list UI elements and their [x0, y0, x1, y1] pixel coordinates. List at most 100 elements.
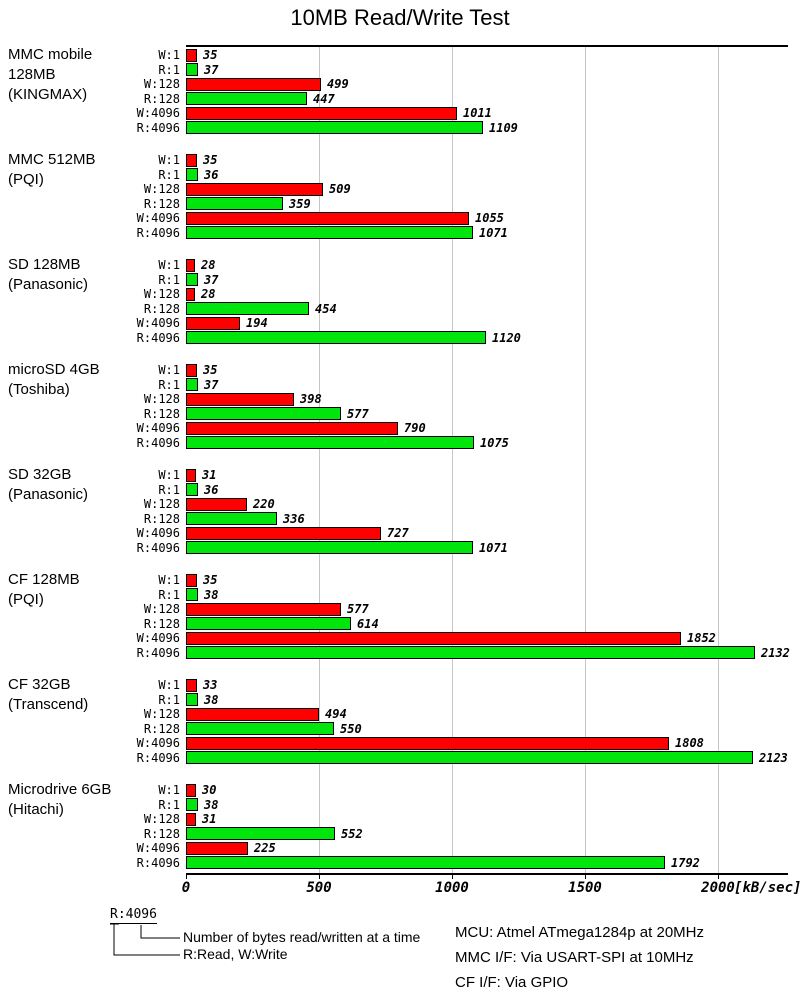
bar-row: W:1 35 — [0, 48, 800, 63]
bar-row-label: R:128 — [143, 616, 180, 631]
device-group: Microdrive 6GB (Hitachi) W:1 30 R:1 38 W:128 3… — [0, 781, 800, 871]
bar-row-label: W:128 — [143, 182, 180, 197]
device-label: SD 32GB (Panasonic) — [8, 466, 89, 503]
bar-value-label: 550 — [340, 721, 362, 736]
hardware-note-1: MCU: Atmel ATmega1284p at 20MHz — [455, 924, 704, 941]
device-group: CF 32GB (Transcend) W:1 33 R:1 38 W:128 494 R:1… — [0, 676, 800, 765]
write-bar — [186, 678, 197, 692]
write-bar — [186, 287, 195, 301]
device-label: SD 128MB (Panasonic) — [8, 256, 89, 293]
x-tick-label-0: 0 — [181, 880, 191, 896]
bar-row: R:128 447 — [0, 92, 800, 107]
device-group: SD 128MB (Panasonic) W:1 28 R:1 37 W:128 28 R:1… — [0, 256, 800, 346]
bar-row-label: W:4096 — [136, 736, 180, 751]
bar-value-label: 33 — [203, 678, 218, 693]
bar-row-label: W:1 — [158, 678, 180, 693]
bar-row: W:4096 727 — [0, 526, 800, 541]
bar-row: R:4096 1075 — [0, 436, 800, 451]
bar-row-label: W:128 — [143, 812, 180, 827]
bar-row: R:4096 1120 — [0, 331, 800, 346]
bar-row-label: R:1 — [158, 62, 180, 77]
bar-value-label: 1120 — [492, 330, 521, 345]
read-bar — [186, 588, 198, 602]
read-bar — [186, 226, 473, 240]
bar-row-label: W:1 — [158, 783, 180, 798]
read-bar — [186, 693, 198, 707]
hardware-note-3: CF I/F: Via GPIO — [455, 974, 569, 991]
write-bar — [186, 153, 197, 167]
read-bar — [186, 617, 351, 631]
device-label: MMC mobile 128MB (KINGMAX) — [8, 46, 93, 103]
device-label: CF 32GB (Transcend) — [8, 676, 89, 713]
bar-row-label: W:4096 — [136, 526, 180, 541]
bar-row: R:4096 1071 — [0, 226, 800, 241]
bar-row: W:1 33 — [0, 678, 800, 693]
gridline-500 — [319, 47, 320, 873]
read-bar — [186, 483, 198, 497]
bar-row-label: R:128 — [143, 406, 180, 421]
bar-row: R:128 614 — [0, 617, 800, 632]
write-bar — [186, 77, 321, 91]
bar-row-label: W:4096 — [136, 211, 180, 226]
bar-value-label: 1011 — [463, 106, 492, 121]
bar-value-label: 35 — [203, 573, 218, 588]
bar-value-label: 30 — [202, 783, 217, 798]
device-group: MMC mobile 128MB (KINGMAX) W:1 35 R:1 37 W:12… — [0, 46, 800, 135]
bar-row: R:128 359 — [0, 197, 800, 212]
bar-row-label: R:1 — [158, 797, 180, 812]
read-bar — [186, 273, 198, 287]
bar-value-label: 2132 — [761, 645, 790, 660]
write-bar — [186, 707, 319, 721]
bar-value-label: 225 — [254, 841, 276, 856]
read-bar — [186, 378, 198, 392]
bar-value-label: 614 — [357, 616, 379, 631]
bar-row-label: W:128 — [143, 707, 180, 722]
bar-value-label: 1071 — [479, 540, 508, 555]
chart-area: MMC mobile 128MB (KINGMAX) W:1 35 R:1 37 W:12… — [0, 45, 800, 896]
bar-row: W:128 220 — [0, 497, 800, 512]
legend: R:4096 Number of bytes read/written at a… — [0, 905, 440, 975]
bar-value-label: 37 — [204, 272, 219, 287]
axis-tick-0 — [186, 874, 187, 879]
legend-sample-label: R:4096 — [110, 907, 157, 924]
bar-value-label: 35 — [203, 153, 218, 168]
bar-row-label: R:4096 — [136, 540, 180, 555]
bar-row: R:4096 1792 — [0, 856, 800, 871]
device-label: microSD 4GB (Toshiba) — [8, 361, 100, 398]
read-bar — [186, 92, 307, 106]
bar-row-label: W:4096 — [136, 316, 180, 331]
bar-row-label: W:1 — [158, 573, 180, 588]
bar-row: R:1 38 — [0, 693, 800, 708]
bar-value-label: 38 — [204, 797, 219, 812]
x-tick-label-1000: 1000 — [435, 880, 469, 896]
bar-row: W:4096 1055 — [0, 211, 800, 226]
bar-row-label: R:1 — [158, 167, 180, 182]
bar-groups: MMC mobile 128MB (KINGMAX) W:1 35 R:1 37 W:12… — [0, 46, 800, 888]
bar-row: R:1 36 — [0, 483, 800, 498]
chart-title: 10MB Read/Write Test — [290, 5, 510, 30]
read-bar — [186, 856, 665, 870]
read-bar — [186, 168, 198, 182]
bar-row: W:128 28 — [0, 287, 800, 302]
write-bar — [186, 841, 248, 855]
hardware-note-2: MMC I/F: Via USART-SPI at 10MHz — [455, 949, 694, 966]
read-bar — [186, 407, 341, 421]
bar-row: W:128 494 — [0, 707, 800, 722]
write-bar — [186, 211, 469, 225]
bar-value-label: 552 — [341, 826, 363, 841]
device-label: Microdrive 6GB (Hitachi) — [8, 781, 112, 818]
bar-row: W:128 499 — [0, 77, 800, 92]
bar-row-label: W:1 — [158, 258, 180, 273]
bar-value-label: 220 — [253, 497, 275, 512]
bar-row-label: W:1 — [158, 468, 180, 483]
bar-row-label: R:1 — [158, 482, 180, 497]
bar-row: W:4096 790 — [0, 421, 800, 436]
device-label: MMC 512MB (PQI) — [8, 151, 96, 188]
write-bar — [186, 783, 196, 797]
hardware-notes: MCU: Atmel ATmega1284p at 20MHz MMC I/F: … — [455, 920, 704, 995]
bar-value-label: 28 — [201, 287, 216, 302]
read-bar — [186, 512, 277, 526]
read-bar — [186, 121, 483, 135]
x-axis-unit-label: [kB/sec] — [734, 880, 800, 896]
